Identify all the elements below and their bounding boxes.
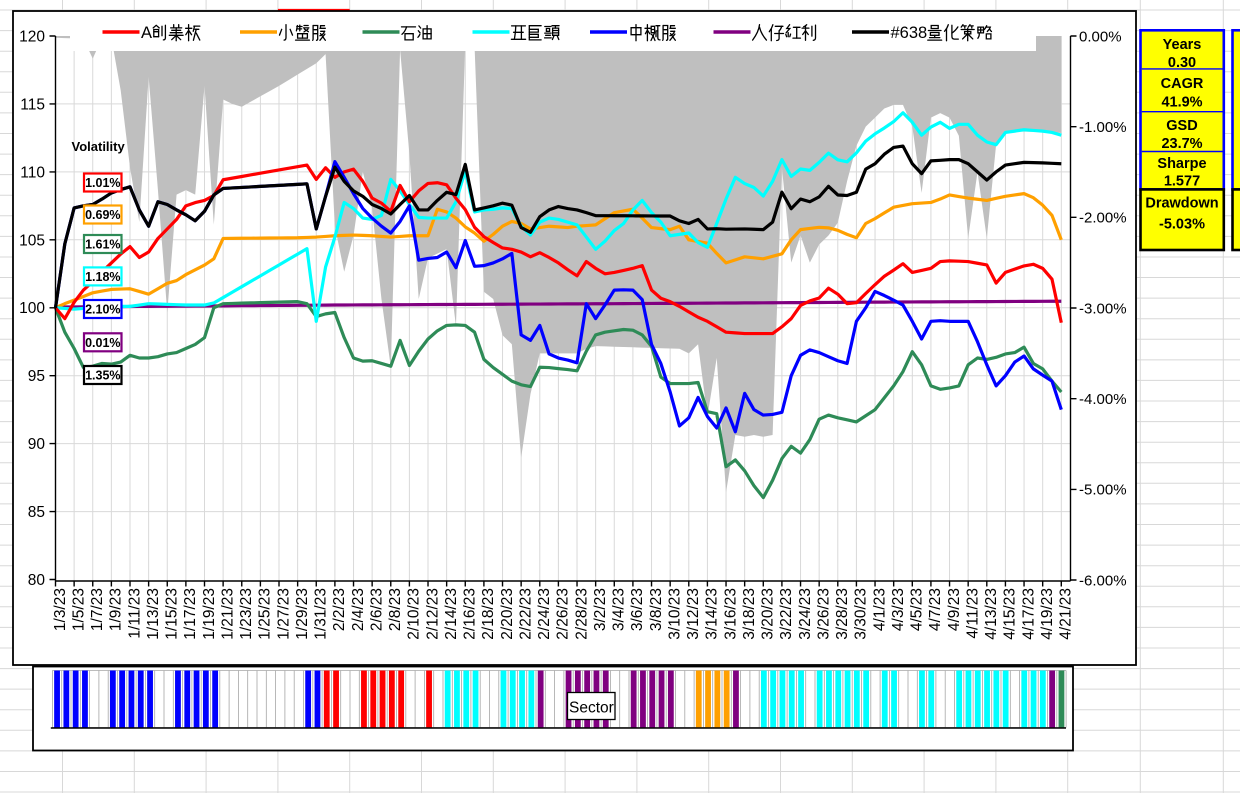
svg-text:2.10%: 2.10% <box>85 303 120 317</box>
svg-text:3/4/23: 3/4/23 <box>611 588 628 631</box>
svg-text:-6.00%: -6.00% <box>1079 572 1127 589</box>
svg-text:2/8/23: 2/8/23 <box>387 588 404 631</box>
svg-text:2/4/23: 2/4/23 <box>350 588 367 631</box>
svg-text:23.7%: 23.7% <box>1161 136 1202 152</box>
svg-text:3/30/23: 3/30/23 <box>853 588 870 640</box>
svg-text:90: 90 <box>28 436 46 453</box>
svg-text:1/9/23: 1/9/23 <box>108 588 125 631</box>
svg-text:4/21/23: 4/21/23 <box>1058 588 1075 640</box>
svg-text:2/28/23: 2/28/23 <box>573 588 590 640</box>
svg-text:#638: #638 <box>891 24 928 42</box>
svg-text:85: 85 <box>28 504 45 521</box>
svg-text:2/6/23: 2/6/23 <box>368 588 385 631</box>
svg-text:1.01%: 1.01% <box>85 176 120 190</box>
svg-text:2/24/23: 2/24/23 <box>536 588 553 640</box>
svg-text:4/13/23: 4/13/23 <box>983 588 1000 640</box>
svg-text:1/15/23: 1/15/23 <box>164 588 181 640</box>
svg-text:2/12/23: 2/12/23 <box>424 588 441 640</box>
svg-text:2/26/23: 2/26/23 <box>555 588 572 640</box>
svg-text:1.577: 1.577 <box>1164 174 1200 190</box>
svg-text:1/31/23: 1/31/23 <box>313 588 330 640</box>
svg-text:1.61%: 1.61% <box>85 238 120 252</box>
svg-text:3/20/23: 3/20/23 <box>760 588 777 640</box>
svg-text:2/16/23: 2/16/23 <box>462 588 479 640</box>
svg-text:-5.03%: -5.03% <box>1159 217 1205 233</box>
svg-text:2/20/23: 2/20/23 <box>499 588 516 640</box>
svg-text:4/7/23: 4/7/23 <box>927 588 944 631</box>
svg-text:4/17/23: 4/17/23 <box>1020 588 1037 640</box>
svg-text:3/14/23: 3/14/23 <box>704 588 721 640</box>
svg-text:1/29/23: 1/29/23 <box>294 588 311 640</box>
svg-text:A: A <box>141 24 152 42</box>
svg-text:1/5/23: 1/5/23 <box>70 588 87 631</box>
svg-text:1/19/23: 1/19/23 <box>201 588 218 640</box>
svg-text:3/10/23: 3/10/23 <box>666 588 683 640</box>
svg-text:80: 80 <box>28 572 46 589</box>
svg-text:3/2/23: 3/2/23 <box>592 588 609 631</box>
svg-text:-3.00%: -3.00% <box>1079 300 1127 317</box>
svg-text:3/18/23: 3/18/23 <box>741 588 758 640</box>
svg-text:-5.00%: -5.00% <box>1079 482 1127 499</box>
svg-text:Sharpe: Sharpe <box>1157 156 1206 172</box>
svg-text:1/27/23: 1/27/23 <box>275 588 292 640</box>
svg-text:115: 115 <box>20 96 45 113</box>
svg-text:1.35%: 1.35% <box>85 369 120 383</box>
svg-text:120: 120 <box>19 29 45 46</box>
svg-text:4/19/23: 4/19/23 <box>1039 588 1056 640</box>
svg-text:1/21/23: 1/21/23 <box>219 588 236 640</box>
svg-text:Drawdown: Drawdown <box>1145 196 1218 212</box>
svg-text:95: 95 <box>28 368 45 385</box>
svg-text:110: 110 <box>20 164 45 181</box>
svg-text:1/17/23: 1/17/23 <box>182 588 199 640</box>
svg-text:4/11/23: 4/11/23 <box>964 588 981 639</box>
svg-text:41.9%: 41.9% <box>1161 95 1202 111</box>
svg-text:3/22/23: 3/22/23 <box>778 588 795 640</box>
svg-text:1/11/23: 1/11/23 <box>126 588 143 639</box>
svg-text:2/14/23: 2/14/23 <box>443 588 460 640</box>
svg-text:100: 100 <box>19 300 45 317</box>
svg-text:2/18/23: 2/18/23 <box>480 588 497 640</box>
svg-text:4/15/23: 4/15/23 <box>1002 588 1019 640</box>
svg-text:0.00%: 0.00% <box>1079 28 1122 45</box>
svg-text:3/26/23: 3/26/23 <box>815 588 832 640</box>
svg-text:105: 105 <box>19 232 45 249</box>
svg-text:4/1/23: 4/1/23 <box>871 588 888 631</box>
svg-text:1/13/23: 1/13/23 <box>145 588 162 640</box>
svg-text:1/23/23: 1/23/23 <box>238 588 255 640</box>
svg-text:3/6/23: 3/6/23 <box>629 588 646 631</box>
svg-text:3/16/23: 3/16/23 <box>722 588 739 640</box>
svg-text:Years: Years <box>1163 37 1202 53</box>
svg-text:1/7/23: 1/7/23 <box>89 588 106 631</box>
svg-text:0.30: 0.30 <box>1168 55 1196 71</box>
svg-text:2/22/23: 2/22/23 <box>517 588 534 640</box>
svg-text:4/9/23: 4/9/23 <box>946 588 963 631</box>
svg-text:2/10/23: 2/10/23 <box>406 588 423 640</box>
svg-text:0.01%: 0.01% <box>85 336 120 350</box>
svg-text:GSD: GSD <box>1166 118 1197 134</box>
svg-text:Sector: Sector <box>569 700 614 717</box>
svg-text:3/24/23: 3/24/23 <box>797 588 814 640</box>
svg-text:-1.00%: -1.00% <box>1079 119 1127 136</box>
svg-text:3/8/23: 3/8/23 <box>648 588 665 631</box>
svg-text:4/5/23: 4/5/23 <box>909 588 926 631</box>
svg-text:-4.00%: -4.00% <box>1079 391 1127 408</box>
svg-text:CAGR: CAGR <box>1161 76 1204 92</box>
svg-text:2/2/23: 2/2/23 <box>331 588 348 631</box>
svg-text:-2.00%: -2.00% <box>1079 210 1127 227</box>
svg-text:1/25/23: 1/25/23 <box>257 588 274 640</box>
svg-text:Volatility: Volatility <box>72 139 126 154</box>
svg-text:3/12/23: 3/12/23 <box>685 588 702 640</box>
svg-text:1/3/23: 1/3/23 <box>52 588 69 631</box>
svg-text:3/28/23: 3/28/23 <box>834 588 851 640</box>
svg-text:0.69%: 0.69% <box>85 208 120 222</box>
svg-text:1.18%: 1.18% <box>85 270 120 284</box>
svg-text:4/3/23: 4/3/23 <box>890 588 907 631</box>
